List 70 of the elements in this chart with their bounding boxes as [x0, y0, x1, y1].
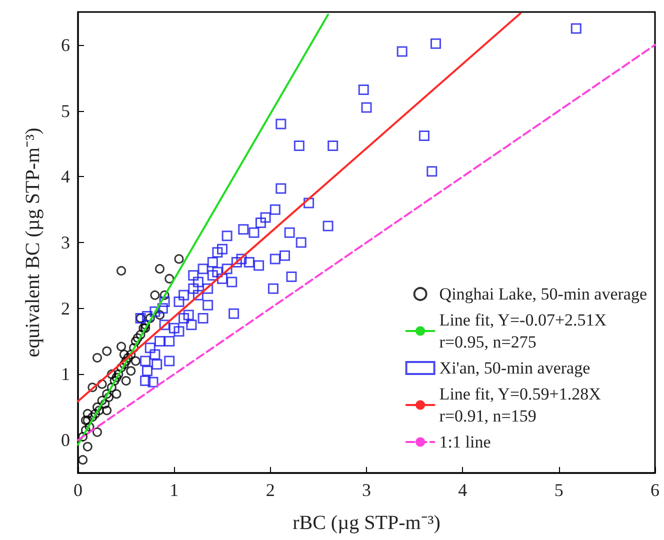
point [102, 346, 112, 356]
point [123, 353, 133, 362]
point [82, 408, 92, 418]
x-axis-title: rBC (µg STP-m⁻³) [292, 512, 440, 534]
y-axis-title: equivalent BC (µg STP-m⁻³) [22, 128, 44, 358]
point [78, 455, 88, 465]
point [88, 382, 98, 392]
point [88, 412, 98, 422]
y-tick-label: 5 [61, 100, 70, 121]
point [174, 254, 184, 264]
point [97, 396, 107, 406]
point [92, 402, 102, 412]
point [164, 274, 174, 284]
point [78, 432, 88, 442]
x-tick-label: 2 [266, 480, 275, 500]
point [119, 360, 129, 370]
y-tick-label: 6 [61, 34, 70, 55]
x-tick-label: 3 [362, 480, 371, 500]
point [104, 392, 114, 402]
legend-label: Line fit, Y=0.59+1.28X r=0.91, n=159 [439, 384, 601, 426]
point [132, 333, 142, 343]
point [145, 313, 155, 323]
x-tick-label: 1 [170, 480, 179, 500]
point [155, 310, 164, 320]
point [102, 406, 112, 416]
point [119, 350, 129, 360]
point [92, 427, 102, 437]
y-tick-label: 4 [61, 166, 70, 187]
point [150, 290, 160, 300]
y-tick-label: 3 [61, 232, 70, 252]
legend-label: Qinghai Lake, 50-min average [439, 284, 648, 304]
y-tick-label: 0 [61, 430, 70, 450]
point [126, 350, 136, 360]
point [112, 372, 122, 382]
x-tick-label: 4 [458, 480, 468, 500]
point [114, 369, 124, 379]
point [129, 343, 139, 353]
point [90, 408, 100, 418]
point [155, 264, 164, 274]
point [84, 422, 94, 432]
legend-label: 1:1 line [439, 432, 491, 452]
y-tick-label: 2 [61, 298, 70, 318]
point [121, 376, 131, 386]
point [82, 442, 92, 452]
point [160, 290, 170, 300]
point [116, 266, 126, 276]
x-tick-label: 6 [650, 480, 660, 500]
x-tick-label: 0 [74, 480, 82, 500]
legend-label: Xi'an, 50-min average [439, 358, 590, 378]
point [100, 399, 110, 409]
point [97, 379, 107, 389]
point [92, 353, 102, 362]
point [110, 376, 120, 386]
point [126, 366, 136, 376]
point [121, 356, 131, 366]
point [102, 389, 112, 399]
x-tick-label: 5 [554, 480, 564, 500]
point [116, 342, 126, 352]
point [116, 362, 126, 372]
point [80, 425, 90, 435]
point [94, 406, 104, 416]
point [130, 356, 140, 366]
point [112, 389, 122, 399]
point [130, 336, 140, 346]
legend-label: Line fit, Y=-0.07+2.51X r=0.95, n=275 [439, 310, 607, 352]
y-tick-label: 1 [61, 364, 70, 384]
point [106, 369, 116, 379]
point [136, 330, 146, 340]
point [140, 320, 150, 330]
point [106, 382, 116, 392]
